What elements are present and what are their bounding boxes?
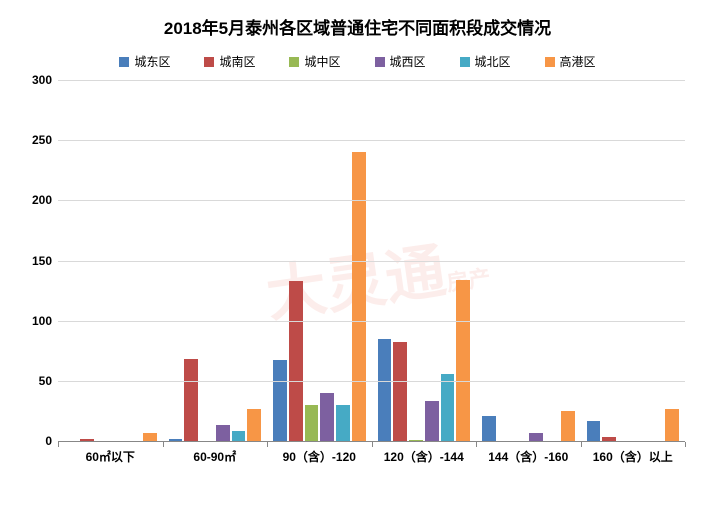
y-tick-label: 300 [20,73,52,87]
bar [393,342,407,441]
legend-label: 高港区 [560,53,596,70]
x-tick-label: 90（含）-120 [267,442,372,470]
bar [143,433,157,441]
y-tick-label: 150 [20,254,52,268]
bar [169,439,183,441]
x-tick-mark [163,442,164,447]
bar [425,401,439,441]
legend-item: 城北区 [460,53,511,70]
grid-line [58,200,685,201]
bar [482,416,496,441]
grid-line [58,261,685,262]
legend: 城东区 城南区 城中区 城西区 城北区 高港区 [20,53,695,70]
bar [529,433,543,441]
bar [352,152,366,441]
bar [305,405,319,441]
bar [378,339,392,441]
legend-label: 城北区 [475,53,511,70]
legend-swatch [289,57,299,67]
bar [441,374,455,441]
chart-title: 2018年5月泰州各区域普通住宅不同面积段成交情况 [20,14,695,39]
legend-label: 城中区 [304,53,340,70]
bar [456,280,470,441]
bar [320,393,334,441]
bar [289,281,303,441]
bar [184,359,198,441]
bar [232,431,246,441]
x-tick-mark [581,442,582,447]
bar [247,409,261,441]
grid-line [58,381,685,382]
chart-container: 2018年5月泰州各区域普通住宅不同面积段成交情况 城东区 城南区 城中区 城西区 城北… [0,0,715,511]
x-tick-label: 120（含）-144 [372,442,477,470]
plot-container: 大灵通房产 050100150200250300 60㎡以下60-90㎡90（含… [58,80,695,470]
legend-item: 城中区 [289,53,340,70]
legend-label: 城东区 [134,53,170,70]
y-tick-label: 50 [20,374,52,388]
legend-swatch [119,57,129,67]
bar [665,409,679,441]
bar [216,425,230,441]
bar [587,421,601,441]
legend-swatch [375,57,385,67]
legend-swatch [204,57,214,67]
legend-item: 城西区 [375,53,426,70]
x-tick-mark [58,442,59,447]
x-tick-label: 60㎡以下 [58,442,163,470]
legend-item: 城南区 [204,53,255,70]
legend-item: 高港区 [545,53,596,70]
x-tick-mark [267,442,268,447]
y-tick-label: 100 [20,314,52,328]
legend-swatch [545,57,555,67]
y-tick-label: 250 [20,133,52,147]
legend-label: 城西区 [390,53,426,70]
x-tick-mark [372,442,373,447]
bar [409,440,423,441]
x-tick-mark [476,442,477,447]
grid-line [58,321,685,322]
x-tick-label: 60-90㎡ [163,442,268,470]
legend-label: 城南区 [219,53,255,70]
bar [602,437,616,441]
legend-item: 城东区 [119,53,170,70]
legend-swatch [460,57,470,67]
y-tick-label: 200 [20,193,52,207]
x-axis-labels: 60㎡以下60-90㎡90（含）-120120（含）-144144（含）-160… [58,442,685,470]
grid-line [58,80,685,81]
plot-area: 050100150200250300 [58,80,685,442]
x-tick-label: 160（含）以上 [581,442,686,470]
bar [336,405,350,441]
bar [273,360,287,441]
x-tick-label: 144（含）-160 [476,442,581,470]
bar [561,411,575,441]
grid-line [58,140,685,141]
bar [80,439,94,441]
y-tick-label: 0 [20,434,52,448]
x-tick-mark [685,442,686,447]
